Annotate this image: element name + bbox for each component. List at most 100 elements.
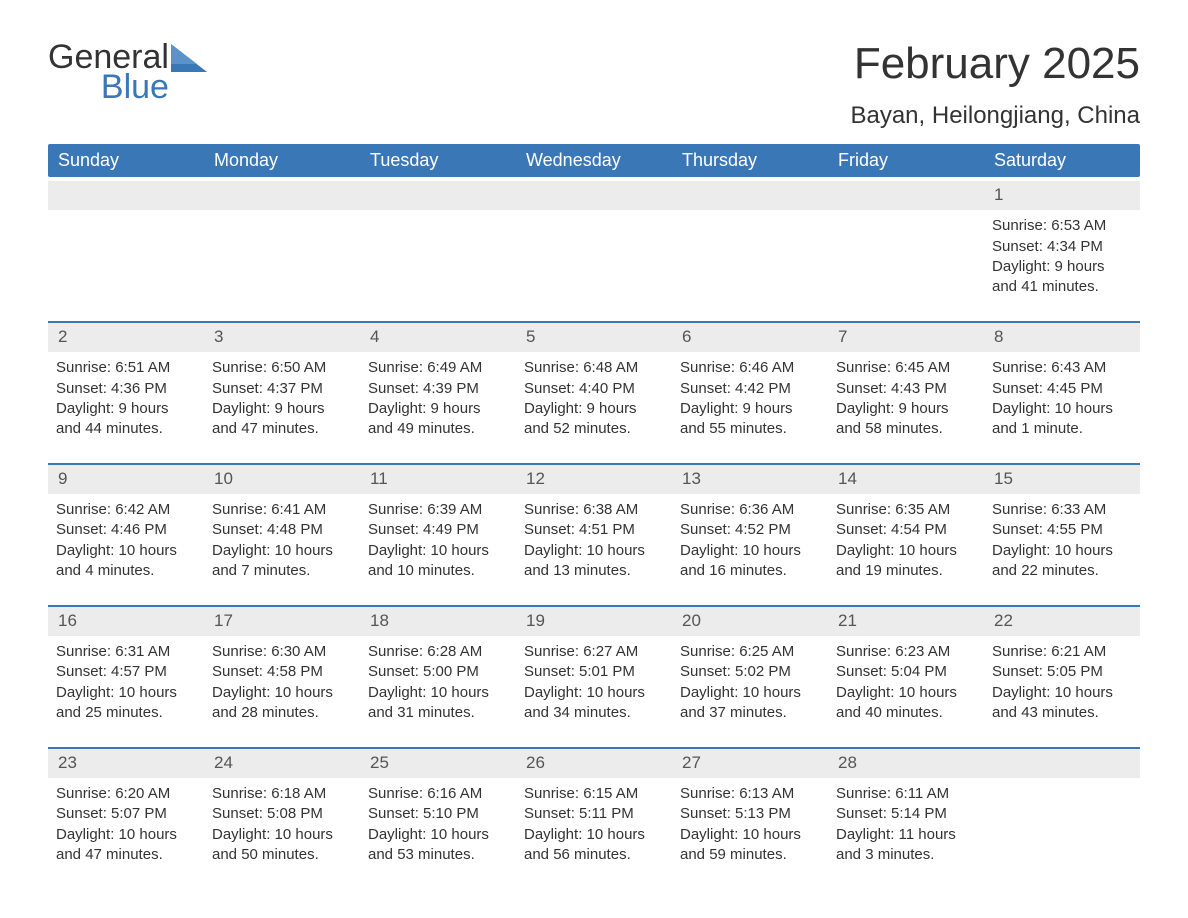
daylight-line-1: Daylight: 10 hours [836, 683, 976, 703]
week-row: 2Sunrise: 6:51 AMSunset: 4:36 PMDaylight… [48, 321, 1140, 449]
calendar-cell [828, 181, 984, 307]
calendar-cell: 2Sunrise: 6:51 AMSunset: 4:36 PMDaylight… [48, 323, 204, 449]
sunset-line: Sunset: 4:51 PM [524, 520, 664, 540]
calendar-cell [48, 181, 204, 307]
daylight-line-2: and 40 minutes. [836, 703, 976, 723]
daylight-line-1: Daylight: 10 hours [56, 683, 196, 703]
calendar-cell: 28Sunrise: 6:11 AMSunset: 5:14 PMDayligh… [828, 749, 984, 875]
day-number: 3 [204, 323, 360, 352]
daylight-line-1: Daylight: 10 hours [680, 683, 820, 703]
sunrise-line: Sunrise: 6:46 AM [680, 358, 820, 378]
calendar-cell: 3Sunrise: 6:50 AMSunset: 4:37 PMDaylight… [204, 323, 360, 449]
week-row: 23Sunrise: 6:20 AMSunset: 5:07 PMDayligh… [48, 747, 1140, 875]
daylight-line-1: Daylight: 10 hours [212, 541, 352, 561]
daylight-line-2: and 25 minutes. [56, 703, 196, 723]
calendar-cell: 26Sunrise: 6:15 AMSunset: 5:11 PMDayligh… [516, 749, 672, 875]
calendar-cell: 23Sunrise: 6:20 AMSunset: 5:07 PMDayligh… [48, 749, 204, 875]
logo-text: General Blue [48, 40, 169, 104]
daylight-line-2: and 3 minutes. [836, 845, 976, 865]
daylight-line-1: Daylight: 10 hours [680, 825, 820, 845]
day-header-cell: Friday [828, 144, 984, 177]
sunrise-line: Sunrise: 6:39 AM [368, 500, 508, 520]
day-number [828, 181, 984, 210]
day-header-cell: Thursday [672, 144, 828, 177]
calendar-cell: 15Sunrise: 6:33 AMSunset: 4:55 PMDayligh… [984, 465, 1140, 591]
daylight-line-2: and 37 minutes. [680, 703, 820, 723]
day-number: 27 [672, 749, 828, 778]
daylight-line-1: Daylight: 10 hours [212, 825, 352, 845]
day-number: 25 [360, 749, 516, 778]
day-number: 11 [360, 465, 516, 494]
sunset-line: Sunset: 4:42 PM [680, 379, 820, 399]
calendar: SundayMondayTuesdayWednesdayThursdayFrid… [48, 144, 1140, 875]
calendar-cell [204, 181, 360, 307]
sunset-line: Sunset: 5:01 PM [524, 662, 664, 682]
sunrise-line: Sunrise: 6:11 AM [836, 784, 976, 804]
day-number: 20 [672, 607, 828, 636]
day-number: 21 [828, 607, 984, 636]
daylight-line-2: and 47 minutes. [56, 845, 196, 865]
calendar-cell: 1Sunrise: 6:53 AMSunset: 4:34 PMDaylight… [984, 181, 1140, 307]
daylight-line-1: Daylight: 10 hours [368, 683, 508, 703]
daylight-line-2: and 53 minutes. [368, 845, 508, 865]
day-header-cell: Tuesday [360, 144, 516, 177]
calendar-cell: 27Sunrise: 6:13 AMSunset: 5:13 PMDayligh… [672, 749, 828, 875]
daylight-line-2: and 43 minutes. [992, 703, 1132, 723]
calendar-cell: 20Sunrise: 6:25 AMSunset: 5:02 PMDayligh… [672, 607, 828, 733]
calendar-cell: 7Sunrise: 6:45 AMSunset: 4:43 PMDaylight… [828, 323, 984, 449]
logo: General Blue [48, 40, 207, 104]
day-number: 6 [672, 323, 828, 352]
daylight-line-1: Daylight: 10 hours [368, 541, 508, 561]
calendar-cell [984, 749, 1140, 875]
calendar-cell: 4 Sunrise: 6:49 AMSunset: 4:39 PMDaylight… [360, 323, 516, 449]
sunrise-line: Sunrise: 6:41 AM [212, 500, 352, 520]
day-number: 17 [204, 607, 360, 636]
calendar-cell: 5Sunrise: 6:48 AMSunset: 4:40 PMDaylight… [516, 323, 672, 449]
daylight-line-1: Daylight: 9 hours [992, 257, 1132, 277]
sunrise-line: Sunrise: 6:43 AM [992, 358, 1132, 378]
daylight-line-2: and 7 minutes. [212, 561, 352, 581]
day-number [204, 181, 360, 210]
location: Bayan, Heilongjiang, China [850, 102, 1140, 130]
day-number: 4 [360, 323, 516, 352]
daylight-line-2: and 47 minutes. [212, 419, 352, 439]
daylight-line-1: Daylight: 10 hours [992, 541, 1132, 561]
sunset-line: Sunset: 4:36 PM [56, 379, 196, 399]
sunset-line: Sunset: 4:39 PM [368, 379, 508, 399]
daylight-line-2: and 34 minutes. [524, 703, 664, 723]
day-number [360, 181, 516, 210]
sunrise-line: Sunrise: 6:18 AM [212, 784, 352, 804]
sunset-line: Sunset: 4:58 PM [212, 662, 352, 682]
day-number: 9 [48, 465, 204, 494]
title-block: February 2025 Bayan, Heilongjiang, China [850, 40, 1140, 130]
sunrise-line: Sunrise: 6:16 AM [368, 784, 508, 804]
daylight-line-1: Daylight: 10 hours [680, 541, 820, 561]
header: General Blue February 2025 Bayan, Heilon… [48, 40, 1140, 130]
calendar-cell: 12Sunrise: 6:38 AMSunset: 4:51 PMDayligh… [516, 465, 672, 591]
logo-flag-icon [171, 44, 207, 72]
week-row: 16Sunrise: 6:31 AMSunset: 4:57 PMDayligh… [48, 605, 1140, 733]
day-number [48, 181, 204, 210]
sunset-line: Sunset: 4:49 PM [368, 520, 508, 540]
day-number: 16 [48, 607, 204, 636]
daylight-line-1: Daylight: 10 hours [524, 825, 664, 845]
daylight-line-2: and 28 minutes. [212, 703, 352, 723]
daylight-line-1: Daylight: 9 hours [680, 399, 820, 419]
day-header-cell: Sunday [48, 144, 204, 177]
daylight-line-2: and 19 minutes. [836, 561, 976, 581]
daylight-line-2: and 52 minutes. [524, 419, 664, 439]
sunrise-line: Sunrise: 6:21 AM [992, 642, 1132, 662]
sunrise-line: Sunrise: 6:35 AM [836, 500, 976, 520]
sunrise-line: Sunrise: 6:30 AM [212, 642, 352, 662]
sunset-line: Sunset: 4:54 PM [836, 520, 976, 540]
daylight-line-1: Daylight: 9 hours [368, 399, 508, 419]
sunrise-line: Sunrise: 6:49 AM [368, 358, 508, 378]
month-title: February 2025 [850, 40, 1140, 88]
daylight-line-1: Daylight: 9 hours [524, 399, 664, 419]
daylight-line-2: and 16 minutes. [680, 561, 820, 581]
calendar-cell: 13Sunrise: 6:36 AMSunset: 4:52 PMDayligh… [672, 465, 828, 591]
daylight-line-2: and 58 minutes. [836, 419, 976, 439]
sunset-line: Sunset: 5:02 PM [680, 662, 820, 682]
day-number: 10 [204, 465, 360, 494]
sunset-line: Sunset: 5:00 PM [368, 662, 508, 682]
